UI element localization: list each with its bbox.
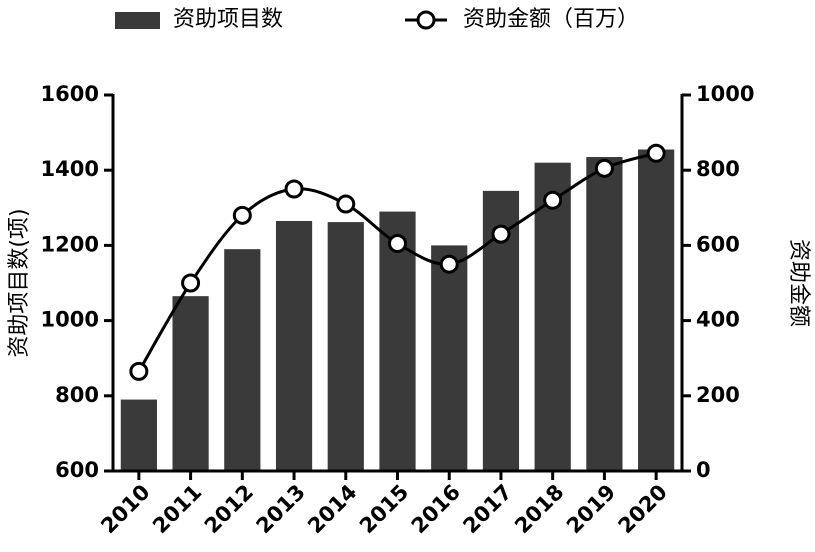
x-tick-label: 2018	[510, 480, 568, 538]
line-point	[646, 143, 666, 163]
line-point	[181, 273, 201, 293]
y2-axis-label: 资助金额	[786, 239, 811, 327]
bar	[275, 220, 313, 471]
y-tick-label: 1600	[41, 82, 99, 106]
legend-label: 资助项目数	[173, 7, 283, 32]
line-point	[336, 194, 356, 214]
bar	[431, 245, 468, 471]
line-point	[439, 254, 459, 274]
line-point	[543, 190, 563, 210]
line-point	[491, 224, 511, 244]
line-point	[388, 234, 407, 254]
y-tick-label: 800	[55, 383, 99, 407]
y2-tick-label: 800	[696, 157, 740, 181]
bar	[379, 211, 416, 471]
x-tick-label: 2019	[562, 480, 620, 538]
y2-tick-label: 400	[696, 308, 740, 332]
bar	[534, 162, 571, 471]
y2-tick-label: 0	[696, 458, 711, 482]
line-point	[284, 179, 304, 199]
legend-label: 资助金额（百万）	[463, 7, 639, 32]
bar	[120, 399, 157, 471]
y2-tick-label: 200	[696, 383, 740, 407]
legend-swatch	[416, 10, 436, 30]
bar	[327, 222, 364, 471]
x-tick-label: 2014	[303, 480, 361, 538]
x-tick-label: 2012	[200, 480, 258, 538]
y-tick-label: 1000	[41, 308, 99, 332]
line	[137, 151, 657, 373]
bar	[224, 249, 261, 471]
x-tick-label: 2013	[252, 480, 310, 538]
x-tick-label: 2016	[407, 480, 465, 538]
x-tick-label: 2017	[458, 480, 516, 538]
bar	[172, 296, 209, 471]
legend-swatch	[115, 12, 160, 29]
line-point	[594, 158, 614, 178]
x-tick-label: 2010	[96, 480, 154, 538]
bar	[586, 157, 623, 472]
y-tick-label: 600	[55, 458, 99, 482]
y-tick-label: 1200	[41, 232, 99, 256]
y2-tick-label: 600	[696, 232, 740, 256]
bar	[638, 149, 675, 471]
x-tick-label: 2020	[614, 480, 672, 538]
line-point	[232, 205, 252, 225]
x-tick-label: 2015	[355, 480, 413, 538]
line-point	[129, 361, 149, 381]
y-axis-label: 资助项目数(项)	[7, 208, 32, 357]
y-tick-label: 1400	[41, 157, 99, 181]
y2-tick-label: 1000	[696, 82, 754, 106]
x-tick-label: 2011	[148, 480, 206, 538]
